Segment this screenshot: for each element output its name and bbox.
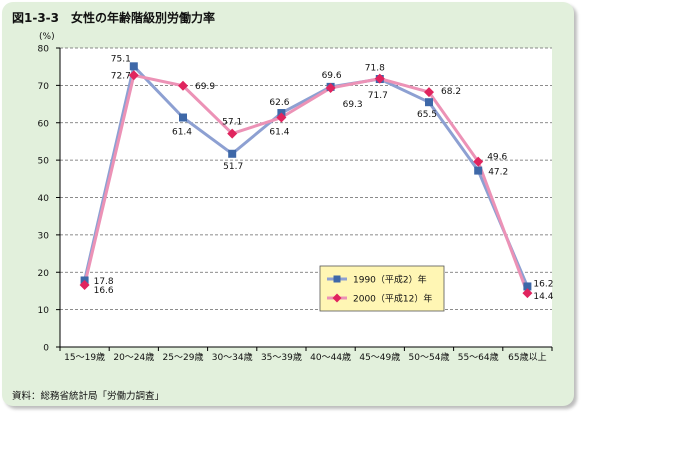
data-label: 69.6 (322, 71, 342, 81)
data-labels: 17.816.6 75.1 72.7 61.4 69.9 51.7 57.1 62.6 61.4… (94, 54, 554, 302)
data-label: 71.7 (368, 91, 388, 101)
x-tick-label: 50〜54歳 (409, 351, 450, 363)
legend-box (319, 265, 445, 312)
y-tick-label: 80 (38, 45, 50, 55)
x-tick-label: 65歳以上 (508, 351, 546, 363)
x-tick-label: 35〜39歳 (261, 351, 302, 363)
legend-marker (333, 275, 341, 283)
y-tick-label: 50 (38, 157, 50, 167)
legend: 1990（平成2）年 2000（平成12）年 (319, 265, 445, 312)
y-tick-label: 0 (43, 344, 49, 354)
data-label: 71.8 (365, 64, 385, 74)
data-label: 57.1 (222, 118, 242, 128)
legend-label: 1990（平成2）年 (353, 274, 427, 286)
data-point (178, 80, 188, 91)
data-label: 51.7 (223, 162, 243, 172)
data-point (79, 279, 90, 290)
grid-lines (60, 47, 552, 347)
y-tick-label: 20 (38, 269, 50, 279)
data-label: 61.4 (172, 128, 192, 138)
y-tick-label: 40 (38, 194, 50, 204)
figure-source: 資料：総務省統計局「労働力調査」 (12, 391, 165, 402)
y-axis-label: (%) (39, 32, 55, 42)
data-label: 75.1 (111, 54, 131, 64)
x-tick-label: 25〜29歳 (163, 351, 204, 363)
data-label: 47.2 (488, 168, 508, 178)
data-point (325, 82, 336, 93)
data-label: 72.7 (111, 71, 131, 81)
y-tick-label: 60 (38, 119, 50, 129)
series-lines (79, 62, 533, 299)
data-point (228, 149, 237, 158)
y-tick-label: 70 (38, 82, 50, 92)
x-tick-label: 20〜24歳 (113, 351, 154, 363)
axes: 0 10 20 30 40 50 60 70 80 (%) 15〜19歳 20〜24歳 25〜29歳 30… (38, 32, 553, 363)
data-point (424, 87, 434, 98)
x-tick-label: 30〜34歳 (212, 351, 253, 363)
data-point (129, 62, 138, 71)
data-point (425, 98, 433, 107)
series-line-1 (83, 73, 529, 294)
data-label: 49.6 (487, 153, 507, 163)
data-label: 14.4 (533, 292, 553, 302)
data-point (374, 73, 385, 84)
data-point (523, 282, 532, 291)
y-tick-label: 30 (38, 231, 50, 241)
data-point (128, 70, 139, 81)
data-point (276, 112, 287, 123)
x-tick-label: 55〜64歳 (458, 351, 499, 363)
data-point (473, 156, 484, 167)
data-label: 68.2 (441, 87, 461, 97)
data-point (474, 166, 483, 175)
data-label: 16.2 (533, 279, 553, 289)
data-point (227, 128, 238, 139)
x-tick-label: 45〜49歳 (359, 351, 400, 363)
data-label: 69.3 (343, 100, 363, 110)
series-line-0 (83, 64, 529, 288)
data-label: 69.9 (195, 82, 215, 92)
data-point (522, 288, 533, 299)
y-tick-label: 10 (38, 306, 50, 316)
x-tick-label: 15〜19歳 (64, 351, 105, 363)
figure-title: 図1-3-3 女性の年齢階級別労働力率 (12, 11, 216, 25)
x-tick-label: 40〜44歳 (310, 351, 351, 363)
data-label: 62.6 (269, 98, 289, 108)
data-label: 17.8 (94, 277, 114, 287)
data-label: 16.6 (94, 286, 114, 296)
data-label: 65.5 (417, 110, 437, 120)
legend-marker (332, 293, 342, 303)
legend-label: 2000（平成12）年 (353, 293, 432, 305)
data-point (179, 113, 187, 122)
data-label: 61.4 (269, 128, 289, 138)
